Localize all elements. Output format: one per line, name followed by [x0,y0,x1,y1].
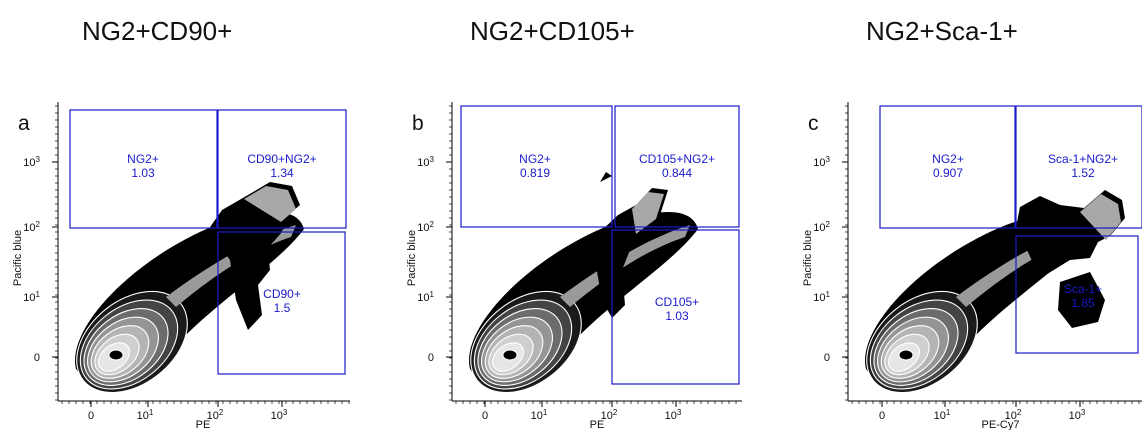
gate-name: Sca-1+NG2+ [1048,152,1118,166]
gate-value: 1.34 [270,166,294,180]
gate-box-3 [611,229,740,385]
density-peak-a [108,349,124,361]
panel-b-title: NG2+CD105+ [470,16,635,46]
y-tick-exp: 3 [36,155,41,164]
gate-box-1 [879,105,1016,229]
y-tick-label: 101 [23,290,40,305]
y-tick-label: 101 [813,290,830,305]
gate-box-2 [217,109,347,229]
gate-box-3 [1015,235,1139,354]
y-tick-label: 102 [417,220,434,235]
gate-name: Sca-1+ [1064,282,1102,296]
gate-value: 0.819 [520,166,550,180]
density-peak-b [502,349,518,361]
y-tick-exp: 1 [36,290,41,299]
y-axis-label: Pacific blue [12,230,24,286]
y-axis-label: Pacific blue [802,230,814,286]
y-tick-label: 102 [23,220,40,235]
x-tick-label: 101 [531,408,548,423]
x-tick-label: 103 [1069,408,1086,423]
gate-value: 1.85 [1071,296,1095,310]
population-core-a [244,186,296,222]
x-tick-exp: 2 [219,408,224,417]
y-tick-exp: 2 [430,220,435,229]
x-tick-label: 101 [934,408,951,423]
gate-box-2 [1015,105,1142,229]
density-peak-c [898,349,914,361]
y-tick-exp: 3 [430,155,435,164]
gate-box-1 [460,105,613,228]
panel-letter: a [18,112,30,135]
x-tick-exp: 3 [677,408,682,417]
gate-name: CD90+NG2+ [247,152,316,166]
x-axis-label: PE-Cy7 [982,419,1020,430]
x-tick-exp: 3 [1081,408,1086,417]
x-tick-label: 101 [137,408,154,423]
x-tick-label: 0 [482,410,488,422]
gate-box-1 [69,109,218,229]
panel-letter: c [808,112,819,135]
x-tick-exp: 1 [946,408,951,417]
y-tick-label: 103 [417,155,434,170]
x-tick-label: 0 [88,410,94,422]
population-b-b [600,172,612,182]
panel-c-title: NG2+Sca-1+ [866,16,1018,46]
gate-name: NG2+ [519,152,551,166]
x-tick-exp: 1 [543,408,548,417]
y-tick-label: 0 [34,352,40,364]
gate-value: 1.5 [274,301,291,315]
y-tick-exp: 3 [826,155,831,164]
y-tick-label: 0 [824,352,830,364]
gate-value: 1.03 [665,309,689,323]
y-tick-label: 103 [23,155,40,170]
x-tick-exp: 1 [149,408,154,417]
gate-name: NG2+ [127,152,159,166]
population-core-b [632,192,664,234]
density-contours-b [469,172,698,394]
x-tick-exp: 2 [613,408,618,417]
x-tick-label: 103 [271,408,288,423]
panel-letter: b [412,112,424,135]
gate-box-2 [614,105,740,228]
gate-box-3 [217,231,346,375]
panel-a-title: NG2+CD90+ [82,16,233,46]
population-b-c [1058,272,1105,328]
gate-value: 1.03 [131,166,155,180]
y-tick-label: 101 [417,290,434,305]
y-tick-exp: 1 [826,290,831,299]
y-tick-exp: 2 [826,220,831,229]
y-tick-exp: 2 [36,220,41,229]
x-tick-label: 103 [665,408,682,423]
x-tick-exp: 3 [283,408,288,417]
y-tick-label: 0 [428,352,434,364]
y-axis-label: Pacific blue [406,230,418,286]
x-tick-label: 0 [879,410,885,422]
gate-name: CD90+ [263,287,301,301]
gate-value: 1.52 [1071,166,1095,180]
gate-name: NG2+ [932,152,964,166]
y-tick-label: 103 [813,155,830,170]
y-tick-label: 102 [813,220,830,235]
density-contours-a [75,182,304,394]
x-axis-label: PE [590,419,605,430]
gate-name: CD105+ [655,295,699,309]
density-contours-c [865,190,1125,394]
gate-value: 0.907 [933,166,963,180]
x-tick-exp: 2 [1017,408,1022,417]
gate-value: 0.844 [662,166,692,180]
gate-name: CD105+NG2+ [639,152,715,166]
density-streak-b [560,225,690,307]
y-tick-exp: 1 [430,290,435,299]
x-axis-label: PE [196,419,211,430]
